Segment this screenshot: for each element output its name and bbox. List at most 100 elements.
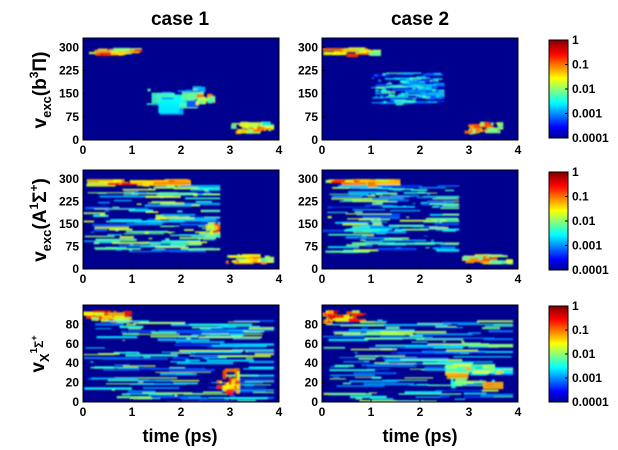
heatmap-cell xyxy=(142,183,150,187)
heatmap-cell xyxy=(84,387,132,390)
heatmap-cell xyxy=(406,84,420,87)
heatmap-cell xyxy=(424,368,456,371)
heatmap-cell xyxy=(248,255,262,260)
heatmap-cell xyxy=(495,371,504,374)
heatmap-cell xyxy=(171,241,208,244)
heatmap-cell xyxy=(406,85,417,88)
heatmap-cell xyxy=(335,317,349,322)
heatmap-cell xyxy=(366,51,370,55)
heatmap-cell xyxy=(434,219,460,223)
heatmap-cell xyxy=(220,343,275,345)
heatmap-cell xyxy=(361,193,369,196)
heatmap-cell xyxy=(425,247,430,249)
heatmap-cell xyxy=(158,102,180,114)
heatmap-cell xyxy=(381,89,387,92)
heatmap-cell xyxy=(145,211,159,213)
heatmap-cell xyxy=(419,228,460,230)
heatmap-cell xyxy=(119,325,144,329)
heatmap-cell xyxy=(388,81,392,83)
heatmap-cell xyxy=(445,368,467,373)
x-tick-label: 4 xyxy=(276,405,283,419)
x-tick-label: 1 xyxy=(129,272,136,286)
heatmap-cell xyxy=(116,248,122,251)
heatmap-cell xyxy=(331,195,363,198)
y-tick-label: 225 xyxy=(59,63,79,77)
heatmap-cell xyxy=(244,381,275,383)
heatmap-cell xyxy=(199,400,234,402)
heatmap-cell xyxy=(328,338,369,342)
heatmap-cell xyxy=(432,89,436,92)
heatmap-cell xyxy=(207,346,267,348)
heatmap-cell xyxy=(228,376,232,385)
heatmap-cell xyxy=(350,348,397,351)
heatmap-cell xyxy=(483,338,514,341)
heatmap-cell xyxy=(123,193,139,195)
heatmap-cell xyxy=(366,368,390,370)
heatmap-cell xyxy=(354,211,363,213)
heatmap-cell xyxy=(371,77,375,79)
heatmap-cell xyxy=(117,51,140,54)
heatmap-cell xyxy=(454,398,466,400)
heatmap-cell xyxy=(86,183,116,187)
colorbar-tick-label: 1 xyxy=(572,299,579,313)
heatmap-cell xyxy=(161,351,193,353)
heatmap-cell xyxy=(200,221,221,223)
heatmap-cell xyxy=(327,246,360,249)
heatmap-cell xyxy=(231,122,249,125)
heatmap-cell xyxy=(240,258,251,262)
heatmap-cell xyxy=(482,389,499,392)
x-tick-label: 4 xyxy=(515,143,522,157)
y-tick-label: 150 xyxy=(59,87,79,101)
heatmap-cell xyxy=(237,254,241,257)
heatmap-cell xyxy=(490,122,494,125)
heatmap-cell xyxy=(331,197,373,200)
heatmap-cell xyxy=(415,333,473,336)
x-tick-label: 3 xyxy=(227,272,234,286)
heatmap-cell xyxy=(415,396,445,398)
heatmap-cell xyxy=(457,323,514,325)
heatmap-cell xyxy=(328,233,370,236)
heatmap-cell xyxy=(138,381,144,383)
heatmap-cell xyxy=(384,73,389,75)
heatmap-cell xyxy=(189,392,204,394)
heatmap-cell xyxy=(332,186,350,189)
heatmap-cell xyxy=(236,259,240,263)
heatmap-cell xyxy=(85,347,106,349)
heatmap-cell xyxy=(202,239,216,241)
heatmap-cell xyxy=(263,129,267,131)
heatmap-cell xyxy=(231,380,235,389)
heatmap-cell xyxy=(341,182,367,186)
heatmap-cell xyxy=(378,79,382,82)
heatmap-cell xyxy=(390,209,421,212)
xlabel-case-1: time (ps) xyxy=(142,426,217,446)
heatmap-cell xyxy=(352,242,395,245)
heatmap-cell xyxy=(410,86,425,88)
heatmap-cell xyxy=(194,355,219,358)
heatmap-cell xyxy=(160,372,193,376)
heatmap-cell xyxy=(233,320,275,322)
heatmap-cell xyxy=(372,86,377,88)
heatmap-cell xyxy=(380,95,384,98)
heatmap-cell xyxy=(412,87,416,90)
heatmap-cell xyxy=(410,189,428,191)
heatmap-cell xyxy=(380,91,384,93)
heatmap-cell xyxy=(246,130,261,134)
heatmap-cell xyxy=(409,96,435,99)
heatmap-cell xyxy=(96,336,138,339)
heatmap-cell xyxy=(107,182,138,186)
heatmap-cell xyxy=(479,379,483,381)
x-tick-label: 2 xyxy=(417,272,424,286)
heatmap-cell xyxy=(256,128,272,130)
x-tick-label: 3 xyxy=(227,405,234,419)
heatmap-cell xyxy=(145,195,181,198)
heatmap-cell xyxy=(248,366,275,369)
heatmap-cell xyxy=(435,389,495,391)
heatmap-cell xyxy=(185,197,221,200)
heatmap-cell xyxy=(389,357,393,359)
heatmap-cell xyxy=(176,330,244,334)
heatmap-cell xyxy=(390,97,414,100)
heatmap-cell xyxy=(126,223,162,226)
heatmap-cell xyxy=(423,221,442,223)
y-tick-label: 0 xyxy=(311,262,318,276)
